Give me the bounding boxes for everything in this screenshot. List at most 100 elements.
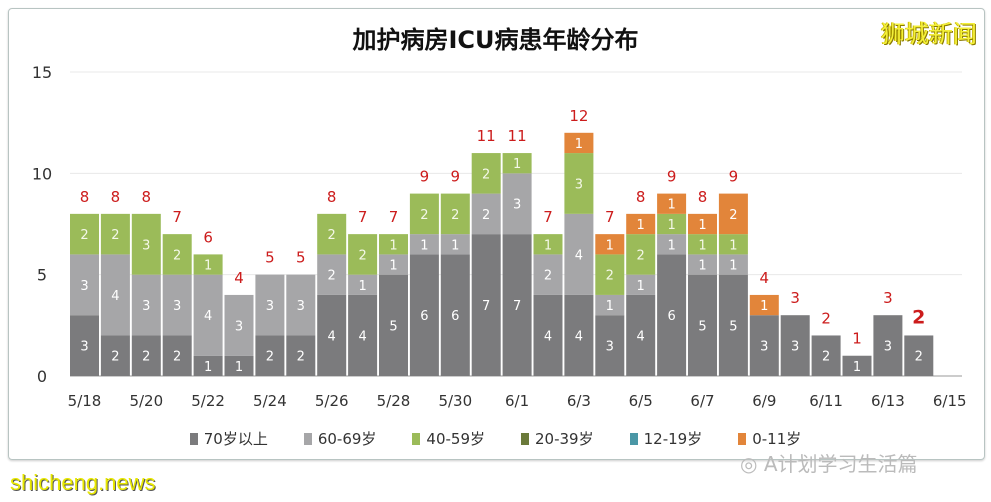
- x-tick-label: 5/22: [191, 392, 225, 410]
- bar-segment: [873, 315, 903, 376]
- bar-segment: [286, 274, 316, 336]
- bar-segment: [379, 234, 408, 255]
- total-label: 7: [543, 208, 553, 226]
- segment-label: 2: [297, 350, 305, 365]
- bar-segment: [564, 213, 594, 295]
- total-label: 3: [883, 289, 893, 307]
- bar-segment: [564, 294, 594, 376]
- legend-label: 70岁以上: [203, 430, 268, 448]
- y-tick-label: 15: [32, 63, 52, 82]
- segment-label: 2: [328, 228, 336, 243]
- total-label: 7: [389, 208, 399, 226]
- segment-label: 3: [513, 198, 521, 213]
- legend-item: 0-11岁: [738, 428, 801, 449]
- segment-label: 4: [637, 329, 645, 344]
- segment-label: 2: [637, 248, 645, 263]
- bar-segment: [718, 254, 748, 275]
- segment-label: 2: [111, 350, 119, 365]
- bar-segment: [718, 193, 748, 235]
- segment-label: 1: [760, 299, 768, 314]
- segment-label: 4: [204, 309, 212, 324]
- total-label: 8: [698, 188, 708, 206]
- segment-label: 5: [729, 319, 737, 334]
- y-tick-label: 10: [32, 164, 52, 183]
- bar-segment: [409, 234, 439, 255]
- total-label: 9: [729, 168, 739, 186]
- y-tick-label: 0: [37, 367, 47, 386]
- segment-label: 1: [698, 238, 706, 253]
- segment-label: 1: [853, 360, 861, 375]
- x-tick-label: 6/9: [752, 392, 776, 410]
- segment-label: 1: [204, 360, 212, 375]
- segment-label: 1: [729, 238, 737, 253]
- watermark-logo: 狮城新闻: [881, 20, 977, 48]
- segment-label: 1: [606, 238, 614, 253]
- segment-label: 1: [389, 238, 397, 253]
- bar-segment: [255, 335, 285, 376]
- bar-segment: [440, 193, 470, 235]
- x-tick-label: 6/11: [809, 392, 843, 410]
- segment-label: 2: [822, 350, 830, 365]
- segment-label: 1: [667, 198, 675, 213]
- bar-segment: [626, 234, 656, 275]
- segment-label: 2: [606, 269, 614, 284]
- segment-label: 3: [80, 340, 88, 355]
- legend-swatch: [629, 432, 638, 445]
- bar-segment: [595, 234, 625, 255]
- bar-segment: [348, 294, 378, 376]
- segment-label: 2: [173, 248, 181, 263]
- segment-label: 3: [235, 319, 243, 334]
- segment-label: 3: [266, 299, 274, 314]
- bar-segment: [811, 335, 841, 376]
- bar-segment: [224, 294, 254, 356]
- total-label: 12: [569, 107, 588, 125]
- segment-label: 1: [698, 218, 706, 233]
- total-label: 8: [636, 188, 646, 206]
- segment-label: 5: [389, 319, 397, 334]
- legend-swatch: [521, 432, 530, 445]
- bar-segment: [471, 193, 501, 235]
- segment-label: 2: [544, 269, 552, 284]
- bar-segment: [595, 294, 625, 316]
- bar-segment: [348, 234, 378, 275]
- segment-label: 2: [142, 350, 150, 365]
- segment-label: 1: [544, 238, 552, 253]
- x-tick-label: 6/7: [690, 392, 714, 410]
- total-label: 5: [296, 249, 306, 267]
- total-label: 9: [451, 168, 461, 186]
- segment-label: 2: [358, 248, 366, 263]
- bar-segment: [317, 213, 347, 255]
- x-tick-label: 6/15: [933, 392, 967, 410]
- legend: 70岁以上 60-69岁 40-59岁 20-39岁 12-19岁 0-11岁: [0, 428, 991, 449]
- bar-segment: [718, 274, 748, 376]
- segment-label: 3: [173, 299, 181, 314]
- segment-label: 7: [513, 299, 521, 314]
- segment-label: 3: [142, 299, 150, 314]
- segment-label: 2: [482, 167, 490, 182]
- segment-label: 4: [328, 329, 336, 344]
- x-tick-label: 6/13: [871, 392, 905, 410]
- bar-segment: [100, 254, 130, 336]
- segment-label: 3: [606, 340, 614, 355]
- segment-label: 1: [667, 218, 675, 233]
- bar-segment: [533, 254, 563, 295]
- segment-label: 2: [482, 208, 490, 223]
- bar-segment: [100, 213, 130, 255]
- bar-segment: [193, 274, 223, 356]
- segment-label: 3: [884, 340, 892, 355]
- bar-segment: [348, 274, 378, 295]
- bar-segment: [626, 294, 656, 376]
- bar-segment: [162, 234, 192, 275]
- bar-segment: [595, 315, 625, 376]
- stacked-bar-chart: 05101533285/18242823385/20232714165/2213…: [32, 63, 967, 410]
- legend-item: 12-19岁: [629, 428, 702, 449]
- bar-segment: [471, 234, 501, 376]
- x-tick-label: 5/28: [377, 392, 411, 410]
- segment-label: 1: [235, 360, 243, 375]
- bar-segment: [626, 274, 656, 295]
- segment-label: 2: [80, 228, 88, 243]
- segment-label: 1: [513, 157, 521, 172]
- bar-segment: [657, 213, 687, 235]
- bar-segment: [780, 315, 810, 376]
- segment-label: 1: [637, 279, 645, 294]
